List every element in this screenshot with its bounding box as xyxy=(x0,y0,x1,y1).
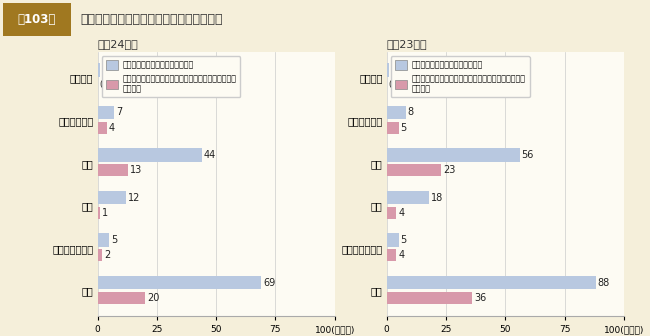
Text: 4: 4 xyxy=(398,208,404,218)
Legend: 資金不足額がある公営企業会計数, うち資金不足比率が経営健全化基準以上である公営企
業会計数: 資金不足額がある公営企業会計数, うち資金不足比率が経営健全化基準以上である公営… xyxy=(101,56,240,97)
Bar xyxy=(98,148,202,162)
Bar xyxy=(387,233,398,247)
Text: 7: 7 xyxy=(116,108,122,118)
Text: 36: 36 xyxy=(474,293,486,303)
Text: 1: 1 xyxy=(391,65,397,75)
Text: 2: 2 xyxy=(104,250,110,260)
Text: 平成24年度: 平成24年度 xyxy=(98,39,138,48)
Text: 1: 1 xyxy=(102,208,108,218)
Text: 5: 5 xyxy=(111,235,118,245)
Text: 資金不足比率の状況（団体種類別会計数）: 資金不足比率の状況（団体種類別会計数） xyxy=(81,13,223,26)
Bar xyxy=(98,164,128,176)
Bar xyxy=(387,191,430,204)
Text: 1: 1 xyxy=(102,65,108,75)
Text: 4: 4 xyxy=(398,250,404,260)
Text: 12: 12 xyxy=(128,193,140,203)
Text: 23: 23 xyxy=(443,165,456,175)
Bar xyxy=(98,122,107,134)
Bar xyxy=(98,249,102,261)
Bar xyxy=(98,276,261,290)
Text: 0: 0 xyxy=(389,80,395,90)
Legend: 資金不足額がある公営企業会計数, うち資金不足比率が経営健全化基準以上である公営企
業会計数: 資金不足額がある公営企業会計数, うち資金不足比率が経営健全化基準以上である公営… xyxy=(391,56,530,97)
Text: 69: 69 xyxy=(263,278,276,288)
Bar xyxy=(387,63,389,77)
FancyBboxPatch shape xyxy=(3,3,71,36)
Text: 0: 0 xyxy=(99,80,105,90)
Text: 44: 44 xyxy=(204,150,216,160)
Bar xyxy=(387,207,396,219)
Text: 第103図: 第103図 xyxy=(18,13,56,26)
Bar xyxy=(387,148,519,162)
Text: 56: 56 xyxy=(521,150,534,160)
Text: 5: 5 xyxy=(400,123,407,133)
Bar xyxy=(387,106,406,119)
Bar xyxy=(98,292,145,304)
Bar xyxy=(387,276,595,290)
Bar xyxy=(98,207,100,219)
Text: 8: 8 xyxy=(408,108,414,118)
Bar xyxy=(98,106,114,119)
Bar xyxy=(387,249,396,261)
Bar xyxy=(387,164,441,176)
Text: 88: 88 xyxy=(597,278,610,288)
Bar xyxy=(98,233,109,247)
Text: 平成23年度: 平成23年度 xyxy=(387,39,428,48)
Bar xyxy=(98,63,100,77)
Text: 20: 20 xyxy=(147,293,159,303)
Text: 13: 13 xyxy=(130,165,142,175)
Text: 5: 5 xyxy=(400,235,407,245)
Bar xyxy=(98,191,126,204)
Text: 4: 4 xyxy=(109,123,115,133)
Bar xyxy=(387,122,398,134)
Text: 18: 18 xyxy=(432,193,443,203)
Bar xyxy=(387,292,472,304)
